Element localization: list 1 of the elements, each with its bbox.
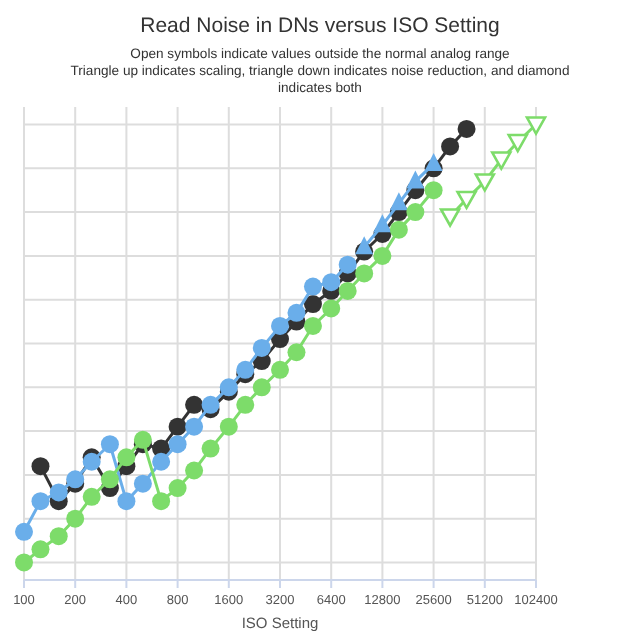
chart-title: Read Noise in DNs versus ISO Setting xyxy=(140,14,501,38)
